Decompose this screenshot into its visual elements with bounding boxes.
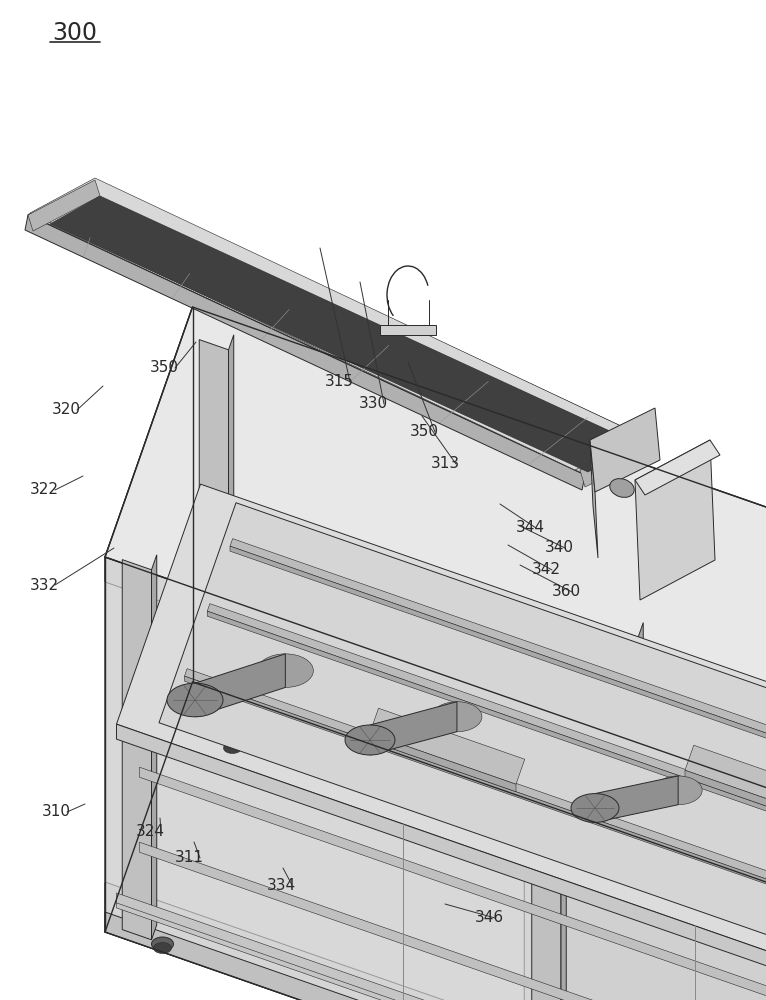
Ellipse shape xyxy=(345,725,395,755)
Polygon shape xyxy=(50,196,638,472)
Text: 342: 342 xyxy=(532,562,561,578)
Polygon shape xyxy=(116,898,766,1000)
Polygon shape xyxy=(105,557,766,1000)
Polygon shape xyxy=(113,382,184,832)
Polygon shape xyxy=(116,724,766,1000)
Ellipse shape xyxy=(654,776,702,805)
Polygon shape xyxy=(28,180,650,475)
Ellipse shape xyxy=(610,479,634,497)
Ellipse shape xyxy=(207,709,227,721)
Polygon shape xyxy=(25,215,585,490)
Ellipse shape xyxy=(152,937,174,951)
Text: 360: 360 xyxy=(552,584,581,599)
Polygon shape xyxy=(685,745,766,821)
Ellipse shape xyxy=(167,683,223,717)
Polygon shape xyxy=(370,733,516,792)
Polygon shape xyxy=(635,440,715,600)
Text: 334: 334 xyxy=(267,878,296,892)
Text: 300: 300 xyxy=(52,21,97,45)
Polygon shape xyxy=(370,702,457,755)
Polygon shape xyxy=(199,340,228,720)
Ellipse shape xyxy=(571,794,619,822)
Polygon shape xyxy=(638,623,643,863)
Polygon shape xyxy=(159,503,766,995)
Polygon shape xyxy=(561,843,566,1000)
Text: 344: 344 xyxy=(516,520,545,536)
Polygon shape xyxy=(228,335,234,720)
Ellipse shape xyxy=(224,742,241,754)
Polygon shape xyxy=(105,582,524,1000)
Polygon shape xyxy=(532,847,561,1000)
Polygon shape xyxy=(609,627,638,863)
Text: 320: 320 xyxy=(52,402,81,418)
Ellipse shape xyxy=(432,702,482,732)
Ellipse shape xyxy=(257,654,313,687)
Text: 313: 313 xyxy=(431,456,460,472)
Text: 324: 324 xyxy=(136,824,165,840)
Polygon shape xyxy=(105,912,766,1000)
Polygon shape xyxy=(105,332,192,882)
Ellipse shape xyxy=(129,929,149,941)
Polygon shape xyxy=(595,776,678,822)
Polygon shape xyxy=(685,770,766,829)
Polygon shape xyxy=(185,676,766,946)
Polygon shape xyxy=(123,560,152,940)
Polygon shape xyxy=(208,611,766,881)
Polygon shape xyxy=(580,438,650,487)
Polygon shape xyxy=(230,546,766,816)
Text: 310: 310 xyxy=(42,804,71,820)
Polygon shape xyxy=(563,742,766,1000)
Polygon shape xyxy=(105,307,192,932)
Text: 340: 340 xyxy=(545,540,574,556)
Polygon shape xyxy=(195,654,286,717)
Polygon shape xyxy=(152,555,157,940)
Text: 330: 330 xyxy=(359,396,388,412)
Polygon shape xyxy=(590,408,660,492)
Text: 350: 350 xyxy=(410,424,439,440)
Text: 315: 315 xyxy=(325,374,354,389)
Polygon shape xyxy=(139,767,766,1000)
Polygon shape xyxy=(590,440,598,558)
Polygon shape xyxy=(635,440,720,495)
Polygon shape xyxy=(28,180,100,231)
Text: 311: 311 xyxy=(175,850,204,865)
Polygon shape xyxy=(185,669,766,941)
Polygon shape xyxy=(30,178,640,470)
Polygon shape xyxy=(116,484,766,1000)
Polygon shape xyxy=(230,539,766,811)
Text: 350: 350 xyxy=(150,360,179,375)
Polygon shape xyxy=(116,893,766,1000)
Polygon shape xyxy=(208,604,766,876)
Text: 332: 332 xyxy=(30,578,59,592)
Polygon shape xyxy=(139,842,766,1000)
Ellipse shape xyxy=(153,942,172,954)
Text: 346: 346 xyxy=(475,910,504,926)
Polygon shape xyxy=(370,708,525,784)
Text: 322: 322 xyxy=(30,483,59,497)
Polygon shape xyxy=(123,695,766,1000)
Ellipse shape xyxy=(221,737,244,751)
Polygon shape xyxy=(105,307,766,863)
Polygon shape xyxy=(380,325,436,335)
